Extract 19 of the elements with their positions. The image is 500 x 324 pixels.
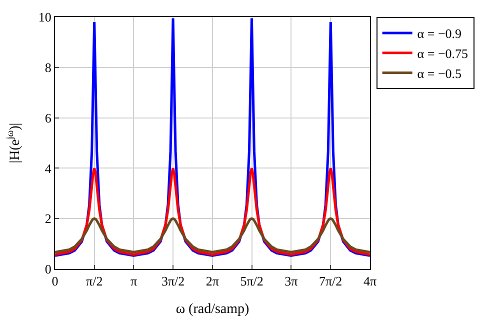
legend-label: α = −0.9 [417,26,462,42]
y-tick-label: 6 [44,110,52,126]
x-tick-label: π [130,274,138,289]
legend-label: α = −0.75 [417,46,468,61]
y-tick-label: 10 [38,10,52,25]
x-tick-label: 7π/2 [318,274,342,289]
y-tick-label: 4 [44,160,52,176]
x-axis-title: ω (rad/samp) [176,302,250,317]
legend-label: α = −0.5 [417,66,462,81]
y-tick-label: 0 [44,262,52,277]
x-tick-label: 4π [363,274,377,289]
y-tick-label: 8 [44,60,52,75]
x-tick-label: 5π/2 [240,274,264,289]
y-tick-label: 2 [44,211,52,226]
line-series [55,217,370,254]
x-tick-label: 2π [206,274,220,289]
x-tick-label: 3π/2 [161,274,185,289]
x-tick-label: 3π [284,274,298,289]
x-tick-label: π/2 [86,274,103,289]
